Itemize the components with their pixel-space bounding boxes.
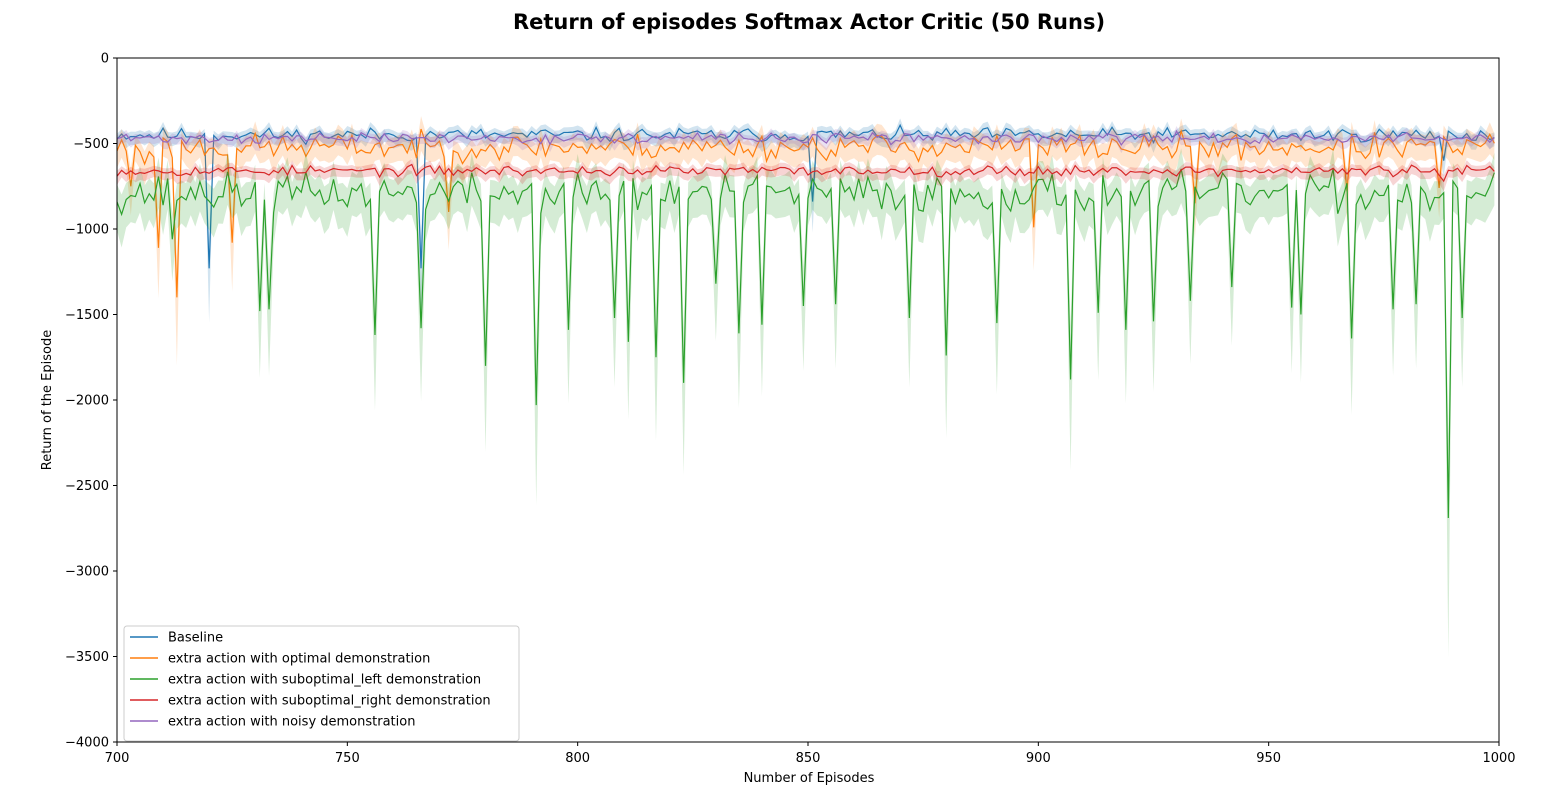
y-tick-label-3: −1500 <box>65 308 109 323</box>
series-line-4 <box>117 129 1495 146</box>
y-tick-label-2: −1000 <box>65 223 109 238</box>
legend-label-2: extra action with suboptimal_left demons… <box>168 673 481 688</box>
y-tick-label-6: −3000 <box>65 565 109 580</box>
series-2 <box>117 148 1495 658</box>
x-tick-label-1: 750 <box>335 751 360 766</box>
y-tick-label-7: −3500 <box>65 650 109 665</box>
series-line-1 <box>117 128 1495 298</box>
series-3 <box>117 159 1495 192</box>
series-0 <box>117 118 1495 323</box>
x-tick-label-0: 700 <box>105 751 130 766</box>
y-tick-label-0: 0 <box>101 52 109 67</box>
legend-label-4: extra action with noisy demonstration <box>168 715 415 730</box>
series-band-0 <box>117 118 1495 323</box>
legend: Baseline extra action with optimal demons… <box>123 625 520 742</box>
legend-label-3: extra action with suboptimal_right demon… <box>168 694 491 709</box>
x-tick-label-5: 950 <box>1256 751 1281 766</box>
series-band-3 <box>117 159 1495 192</box>
axes: 700 750 800 850 900 950 1000 0 −500 −1000 −1500 −20… <box>65 52 1516 767</box>
series-band-1 <box>117 116 1495 366</box>
legend-box <box>123 625 520 742</box>
x-tick-label-4: 900 <box>1026 751 1051 766</box>
series-line-2 <box>117 168 1495 518</box>
series-band-2 <box>117 148 1495 658</box>
chart-title: Return of episodes Softmax Actor Critic … <box>513 10 1105 34</box>
series-4 <box>117 125 1495 154</box>
series-line-3 <box>117 163 1495 183</box>
y-tick-label-1: −500 <box>73 137 109 152</box>
y-tick-label-5: −2500 <box>65 479 109 494</box>
x-tick-label-3: 850 <box>796 751 821 766</box>
series-1 <box>117 116 1495 366</box>
x-tick-label-6: 1000 <box>1482 751 1515 766</box>
y-axis-label: Return of the Episode <box>40 330 55 470</box>
plot-area <box>117 116 1495 658</box>
x-tick-label-2: 800 <box>565 751 590 766</box>
legend-label-0: Baseline <box>168 631 223 646</box>
y-tick-label-8: −4000 <box>65 736 109 751</box>
x-axis-label: Number of Episodes <box>744 771 875 786</box>
series-band-4 <box>117 125 1495 154</box>
legend-label-1: extra action with optimal demonstration <box>168 652 430 667</box>
series-line-0 <box>117 123 1495 269</box>
y-tick-label-4: −2000 <box>65 394 109 409</box>
